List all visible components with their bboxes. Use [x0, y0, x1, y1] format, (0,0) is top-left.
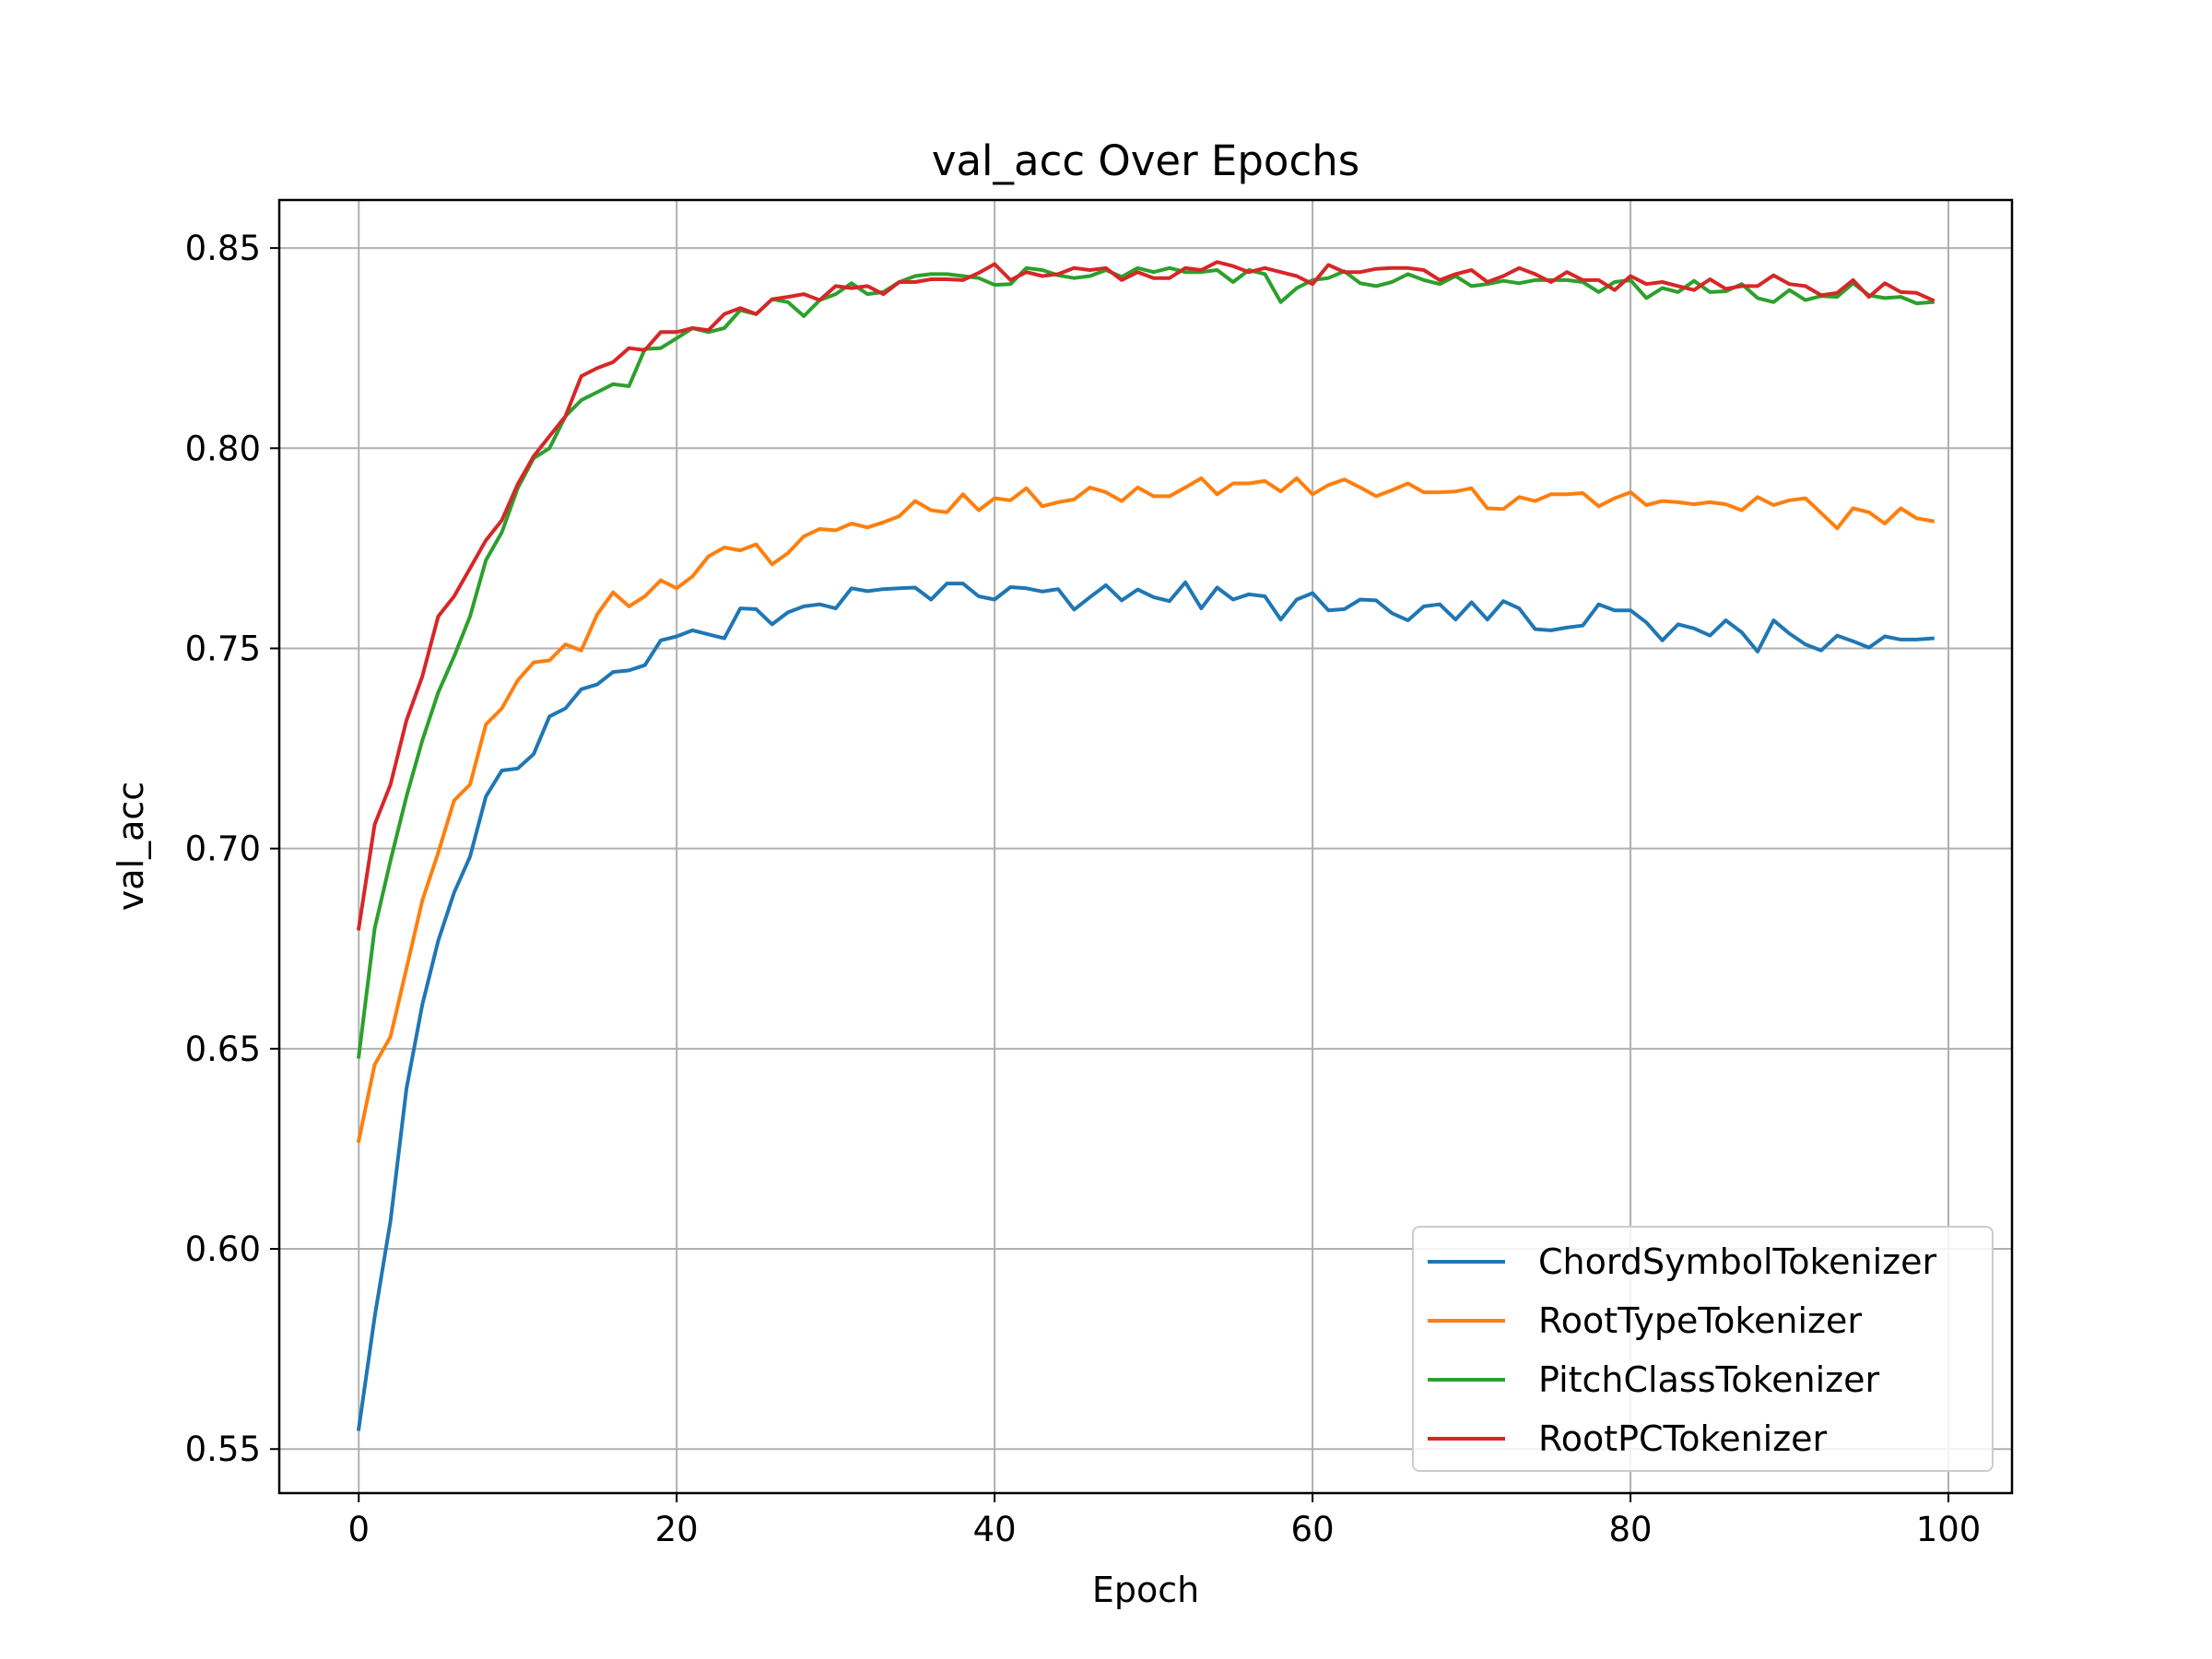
legend-label-chordsymboltokenizer: ChordSymbolTokenizer [1538, 1241, 1936, 1282]
x-axis-ticks: 0 20 40 60 80 100 [347, 1493, 1981, 1549]
plot-area-frame [277, 198, 2014, 1495]
y-tick-label: 0.65 [185, 1030, 261, 1069]
legend-label-roottypetokenizer: RootTypeTokenizer [1538, 1300, 1862, 1341]
y-tick-label: 0.70 [185, 830, 261, 869]
y-axis-ticks: 0.55 0.60 0.65 0.70 0.75 0.80 0.85 [185, 229, 279, 1469]
series-group [356, 260, 1936, 1431]
y-tick-label: 0.85 [185, 229, 261, 268]
legend-label-rootpctokenizer: RootPCTokenizer [1538, 1418, 1828, 1459]
series-line-chordsymboltokenizer [356, 580, 1935, 1431]
legend: ChordSymbolTokenizer RootTypeTokenizer Pit… [1412, 1226, 1994, 1472]
y-tick-label: 0.55 [185, 1430, 261, 1469]
y-axis-label: val_acc [111, 782, 151, 911]
x-tick-label: 40 [973, 1510, 1017, 1549]
x-tick-label: 0 [347, 1510, 370, 1549]
y-tick-label: 0.60 [185, 1230, 261, 1269]
x-tick-label: 100 [1916, 1510, 1982, 1549]
x-tick-label: 80 [1609, 1510, 1653, 1549]
series-line-rootpctokenizer [356, 260, 1936, 931]
y-tick-label: 0.75 [185, 629, 261, 668]
x-tick-label: 60 [1291, 1510, 1335, 1549]
x-axis-label: Epoch [1092, 1570, 1199, 1610]
series-line-roottypetokenizer [356, 476, 1936, 1144]
series-line-pitchclasstokenizer [356, 265, 1935, 1059]
x-tick-label: 20 [655, 1510, 699, 1549]
legend-label-pitchclasstokenizer: PitchClassTokenizer [1538, 1359, 1879, 1400]
chart-title: val_acc Over Epochs [932, 136, 1359, 185]
y-tick-label: 0.80 [185, 429, 261, 468]
grid [279, 200, 2012, 1493]
legend-box [1412, 1226, 1994, 1472]
